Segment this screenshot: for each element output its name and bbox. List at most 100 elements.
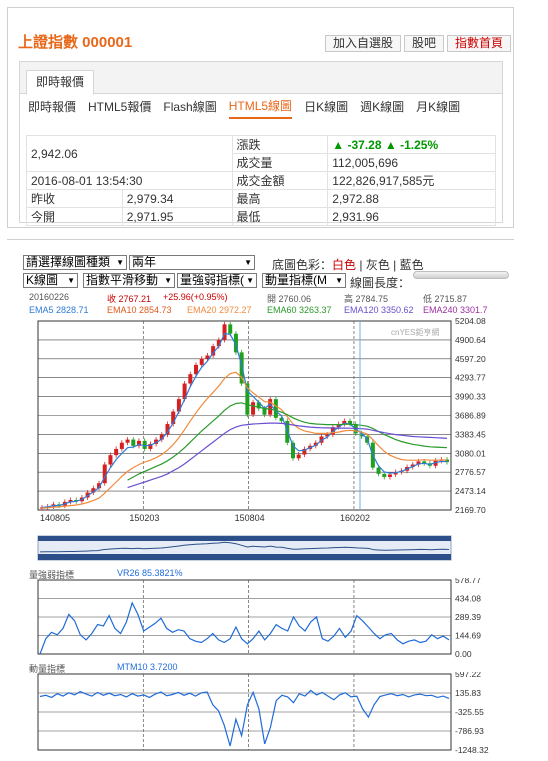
candle-body — [211, 346, 216, 356]
background-color-options: 底圖色彩：白色 | 灰色 | 藍色 — [272, 258, 424, 272]
change-percent: -1.25% — [400, 137, 439, 152]
period-value: 兩年 — [132, 255, 157, 269]
ema-select[interactable]: 指數平滑移動 ▼ — [83, 273, 175, 288]
quote-table: 2,942.06 漲跌 ▲ -37.28 ▲ -1.25% 成交量 112,00… — [26, 135, 496, 226]
y-tick-label: 3990.33 — [455, 392, 486, 402]
add-watchlist-button[interactable]: 加入自選股 — [325, 35, 402, 52]
candle-body — [148, 443, 153, 449]
candle-body — [199, 358, 204, 365]
tab-realtime-quote[interactable]: 即時報價 — [26, 70, 94, 95]
up-arrow-icon: ▲ — [384, 137, 397, 152]
subnav-html5-quote[interactable]: HTML5報價 — [88, 100, 152, 114]
candle-body — [251, 402, 256, 415]
open-label: 今開 — [26, 207, 123, 226]
candle-body — [114, 448, 119, 456]
ema-lines — [41, 333, 448, 509]
last-price: 2,942.06 — [26, 135, 233, 172]
subnav-flash-chart[interactable]: Flash線圖 — [163, 100, 217, 114]
table-row: 2016-08-01 13:54:30 成交金額 122,826,917,585… — [26, 171, 496, 190]
tab-bar: 即時報價 — [20, 62, 502, 95]
info-high: 高 2784.75 — [344, 294, 389, 304]
open-value: 2,971.95 — [121, 207, 233, 226]
ema20-line — [41, 371, 447, 509]
change-label: 漲跌 — [231, 135, 329, 154]
subnav-html5-chart[interactable]: HTML5線圖 — [228, 97, 293, 119]
amount-label: 成交金額 — [231, 171, 329, 190]
change-cell: ▲ -37.28 ▲ -1.25% — [327, 135, 496, 154]
dropdown-arrow-icon: ▼ — [116, 258, 124, 267]
x-tick-label: 160202 — [340, 513, 370, 523]
price-chart[interactable]: 5204.08 4900.64 4597.20 4293.77 3990.33 3686.… — [7, 316, 514, 576]
high-label: 最高 — [231, 189, 329, 208]
low-value: 2,931.96 — [327, 207, 496, 226]
y-tick-label: 3686.89 — [455, 411, 486, 421]
candle-body — [102, 464, 107, 484]
bg-gray-link[interactable]: 灰色 — [365, 258, 390, 272]
ema-value: 指數平滑移動 — [86, 273, 159, 287]
bg-color-label: 底圖色彩： — [272, 258, 333, 272]
kline-select[interactable]: K線圖 ▼ — [23, 273, 78, 288]
chart-length-slider[interactable] — [413, 271, 509, 279]
strength-indicator-select[interactable]: 量強弱指標(▼ — [177, 273, 257, 288]
y-tick-label: 135.83 — [455, 688, 481, 698]
dropdown-arrow-icon: ▼ — [246, 276, 254, 285]
dropdown-arrow-icon: ▼ — [67, 276, 75, 285]
volume-label: 成交量 — [231, 153, 329, 172]
candle-body — [387, 474, 392, 477]
y-tick-label: 0.00 — [455, 649, 472, 659]
ema60-line — [127, 402, 448, 481]
candle-body — [165, 424, 170, 435]
candle-body — [290, 442, 295, 459]
info-ema240: EMA240 3301.7 — [423, 305, 488, 315]
quote-box: 即時報價 即時報價 HTML5報價 Flash線圖 HTML5線圖 日K線圖 週… — [19, 61, 503, 226]
mtm-chart[interactable]: 597.22 135.83 -325.55 -786.93 -1248.32 — [7, 672, 514, 758]
x-tick-label: 150804 — [235, 513, 265, 523]
candle-body — [313, 442, 318, 446]
price-y-ticks: 5204.08 4900.64 4597.20 4293.77 3990.33 3686.… — [455, 316, 486, 515]
y-tick-label: 289.39 — [455, 612, 481, 622]
chart-type-value: 請選擇線圖種類 — [26, 255, 111, 269]
quote-datetime: 2016-08-01 13:54:30 — [26, 171, 233, 190]
subnav-daily-k[interactable]: 日K線圖 — [304, 100, 349, 114]
mtm-y-ticks: 597.22 135.83 -325.55 -786.93 -1248.32 — [455, 672, 489, 755]
momentum-indicator-select[interactable]: 動量指標(M ▼ — [262, 273, 346, 288]
candle-body — [74, 500, 79, 502]
range-navigator-handle[interactable] — [38, 536, 451, 541]
candle-body — [136, 440, 141, 446]
candle-body — [342, 420, 347, 425]
bg-dark-link[interactable]: 藍色 — [399, 258, 424, 272]
subnav-monthly-k[interactable]: 月K線圖 — [416, 100, 461, 114]
x-tick-label: 140805 — [40, 513, 70, 523]
candle-body — [348, 420, 353, 425]
candle-body — [422, 461, 427, 464]
info-ema120: EMA120 3350.62 — [344, 305, 414, 315]
candle-body — [182, 383, 187, 400]
forum-button[interactable]: 股吧 — [404, 35, 445, 52]
mtm-panel-title: 動量指標 — [29, 664, 66, 674]
vr-panel-value: VR26 85.3821% — [117, 568, 183, 578]
period-select[interactable]: 兩年 ▼ — [129, 255, 255, 270]
subnav-weekly-k[interactable]: 週K線圖 — [360, 100, 405, 114]
mtm-panel-value: MTM10 3.7200 — [117, 662, 178, 672]
candle-body — [273, 399, 278, 418]
candle-body — [239, 352, 244, 384]
vr-gridlines — [38, 580, 451, 654]
vr-chart[interactable]: 578.77 434.08 289.39 144.69 0.00 — [7, 578, 514, 662]
candle-body — [159, 434, 164, 440]
table-row: 2,942.06 漲跌 ▲ -37.28 ▲ -1.25% — [26, 135, 496, 172]
y-tick-label: 4597.20 — [455, 354, 486, 364]
vr-y-ticks: 578.77 434.08 289.39 144.69 0.00 — [455, 578, 481, 659]
y-tick-label: 4900.64 — [455, 335, 486, 345]
candle-body — [262, 408, 267, 415]
subnav-realtime-quote[interactable]: 即時報價 — [28, 100, 77, 114]
index-home-button[interactable]: 指數首頁 — [447, 35, 512, 52]
dropdown-arrow-icon: ▼ — [335, 276, 343, 285]
bg-white-link[interactable]: 白色 — [332, 258, 357, 272]
candle-body — [296, 454, 301, 459]
chart-panel: 請選擇線圖種類 ▼ 兩年 ▼ 底圖色彩：白色 | 灰色 | 藍色 K線圖 ▼ 指數平滑… — [7, 239, 514, 761]
candle-body — [336, 424, 341, 428]
amount-value: 122,826,917,585元 — [327, 171, 496, 190]
range-navigator-handle-bottom[interactable] — [38, 554, 451, 560]
chart-type-select[interactable]: 請選擇線圖種類 ▼ — [23, 255, 127, 270]
candle-body — [359, 433, 364, 437]
